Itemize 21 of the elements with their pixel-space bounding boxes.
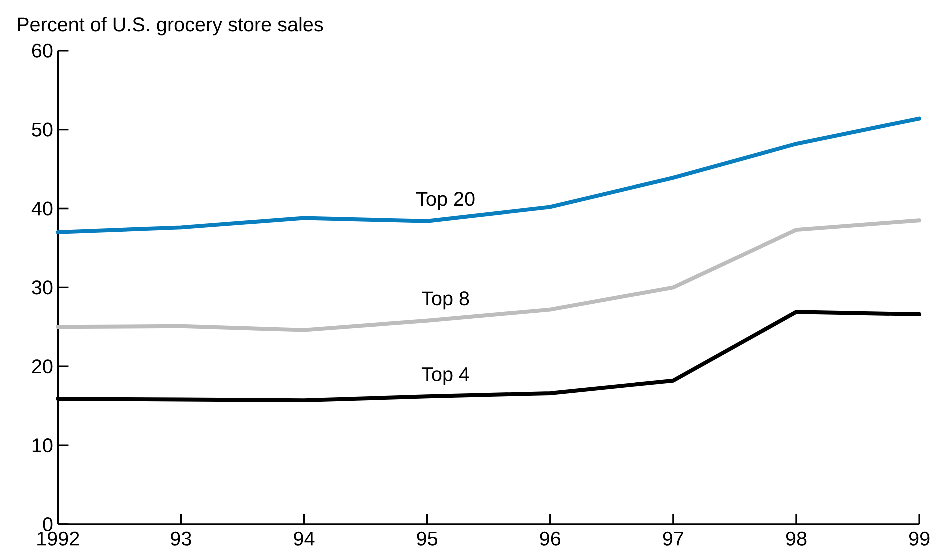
y-tick-label: 0 <box>43 518 53 532</box>
x-tick-label: 1992 <box>38 532 80 546</box>
y-axis-title: Percent of U.S. grocery store sales <box>18 17 324 36</box>
x-tick-label: 96 <box>540 532 561 546</box>
series-label: Top 20 <box>416 192 475 210</box>
x-tick-label: 98 <box>786 532 807 546</box>
x-tick-label: 95 <box>417 532 438 546</box>
x-tick-label: 97 <box>663 532 684 546</box>
y-tick-label: 50 <box>32 122 53 137</box>
y-tick-label: 60 <box>32 44 53 58</box>
x-tick-label: 99 <box>909 532 930 546</box>
line-series <box>56 218 922 332</box>
series-label: Top 4 <box>422 368 470 386</box>
y-tick-label: 30 <box>32 280 53 295</box>
y-tick-label: 20 <box>32 360 53 374</box>
x-tick-label: 94 <box>294 532 315 546</box>
y-tick-label: 10 <box>32 438 53 453</box>
series-label: Top 8 <box>422 292 470 310</box>
line-series <box>56 116 922 234</box>
y-tick-label: 40 <box>32 202 53 216</box>
x-tick-label: 93 <box>171 532 192 546</box>
